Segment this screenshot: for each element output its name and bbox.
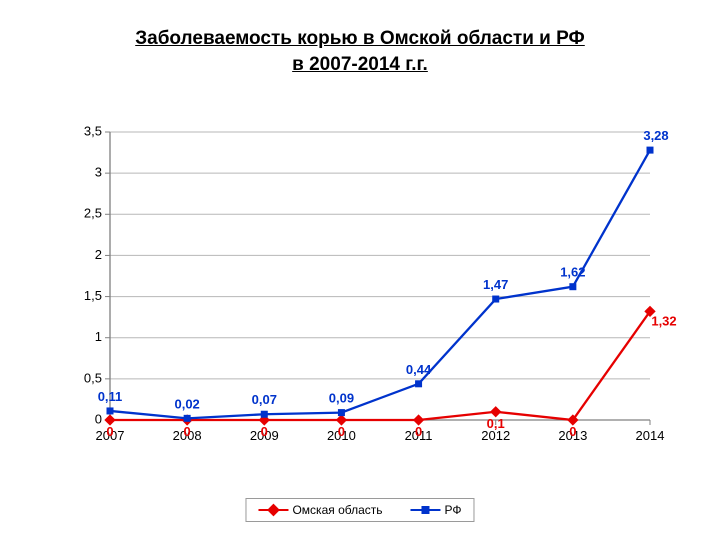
data-point-label: 3,28: [643, 128, 668, 143]
data-point-label: 0: [415, 424, 422, 439]
data-point-label: 0,07: [252, 392, 277, 407]
y-axis-tick-label: 1,5: [84, 288, 102, 303]
square-marker: [261, 411, 268, 418]
data-point-label: 0: [106, 424, 113, 439]
x-axis-tick-label: 2014: [636, 428, 665, 443]
chart-title-line1: Заболеваемость корью в Омской области и …: [135, 28, 585, 49]
data-point-label: 0,44: [406, 362, 432, 377]
square-marker: [415, 380, 422, 387]
square-marker: [107, 407, 114, 414]
y-axis-tick-label: 1: [95, 329, 102, 344]
chart-title-line2: в 2007-2014 г.г.: [292, 54, 428, 75]
legend-label: РФ: [445, 503, 462, 517]
legend-label: Омская область: [292, 503, 382, 517]
data-point-label: 0: [184, 424, 191, 439]
y-axis-tick-label: 0: [95, 411, 102, 426]
square-marker: [647, 147, 654, 154]
y-axis-tick-label: 0,5: [84, 370, 102, 385]
y-axis-tick-label: 2,5: [84, 206, 102, 221]
chart-svg: 00,511,522,533,5200720082009201020112012…: [70, 120, 660, 450]
chart: 00,511,522,533,5200720082009201020112012…: [70, 120, 660, 450]
square-marker: [569, 283, 576, 290]
chart-title: Заболеваемость корью в Омской области и …: [0, 26, 720, 77]
series-line: [110, 150, 650, 418]
legend: Омская область РФ: [245, 498, 474, 522]
y-axis-tick-label: 2: [95, 247, 102, 262]
legend-swatch: [411, 503, 441, 517]
data-point-label: 1,62: [560, 265, 585, 280]
legend-swatch: [258, 503, 288, 517]
square-marker: [184, 415, 191, 422]
legend-item-rf: РФ: [411, 503, 462, 517]
square-marker: [338, 409, 345, 416]
y-axis-tick-label: 3: [95, 165, 102, 180]
data-point-label: 0: [261, 424, 268, 439]
data-point-label: 0,1: [487, 416, 505, 431]
data-point-label: 0,02: [174, 396, 199, 411]
data-point-label: 0: [338, 424, 345, 439]
data-point-label: 0,09: [329, 391, 354, 406]
legend-item-omsk: Омская область: [258, 503, 382, 517]
y-axis-tick-label: 3,5: [84, 123, 102, 138]
data-point-label: 1,47: [483, 277, 508, 292]
data-point-label: 0: [569, 424, 576, 439]
data-point-label: 1,32: [651, 313, 676, 328]
data-point-label: 0,11: [98, 389, 123, 404]
square-marker: [492, 296, 499, 303]
